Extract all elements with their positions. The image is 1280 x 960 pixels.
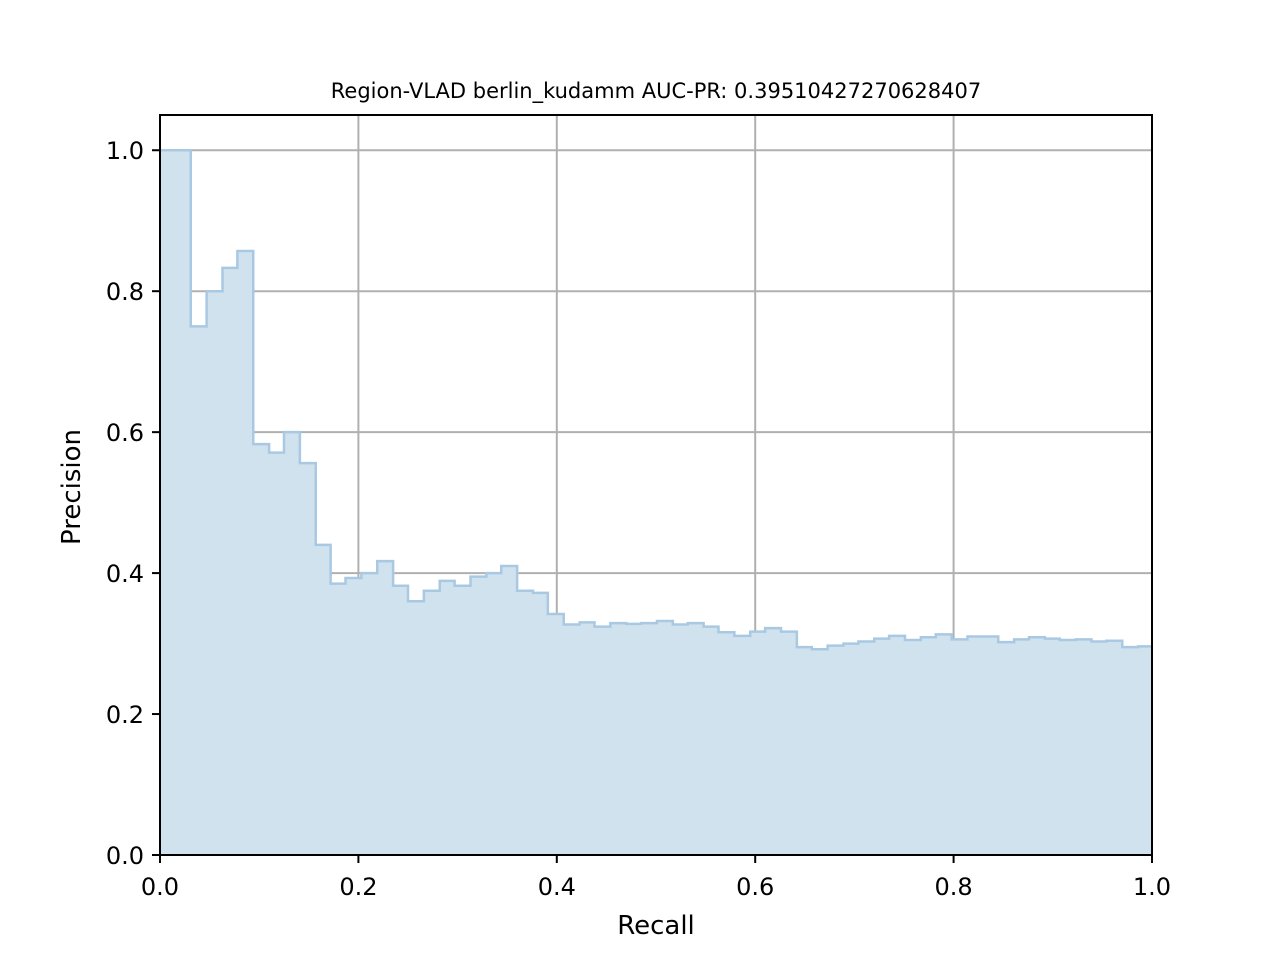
x-tick-label-1: 0.2: [339, 873, 377, 901]
y-tick-label-2: 0.4: [106, 560, 144, 588]
pr-curve-area: [160, 148, 1152, 855]
chart-title: Region-VLAD berlin_kudamm AUC-PR: 0.3951…: [331, 79, 981, 104]
y-axis-label: Precision: [57, 429, 87, 545]
x-tick-label-3: 0.6: [736, 873, 774, 901]
y-tick-label-0: 0.0: [106, 842, 144, 870]
pr-area-fill-0: [160, 150, 1152, 855]
y-tick-label-5: 1.0: [106, 137, 144, 165]
axis-ticks: 0.0 0.2 0.4 0.6 0.8 1.0 0.0 0.2 0.4 0.6 0.8 1.0: [106, 137, 1171, 901]
x-axis-label: Recall: [617, 911, 695, 941]
pr-step-line-0: [160, 148, 1152, 651]
x-tick-label-0: 0.0: [141, 873, 179, 901]
y-tick-label-1: 0.2: [106, 701, 144, 729]
y-tick-label-3: 0.6: [106, 419, 144, 447]
y-tick-label-4: 0.8: [106, 278, 144, 306]
plot-frame: [159, 114, 1153, 856]
x-tick-label-5: 1.0: [1133, 873, 1171, 901]
x-tick-label-4: 0.8: [935, 873, 973, 901]
x-tick-label-2: 0.4: [538, 873, 576, 901]
